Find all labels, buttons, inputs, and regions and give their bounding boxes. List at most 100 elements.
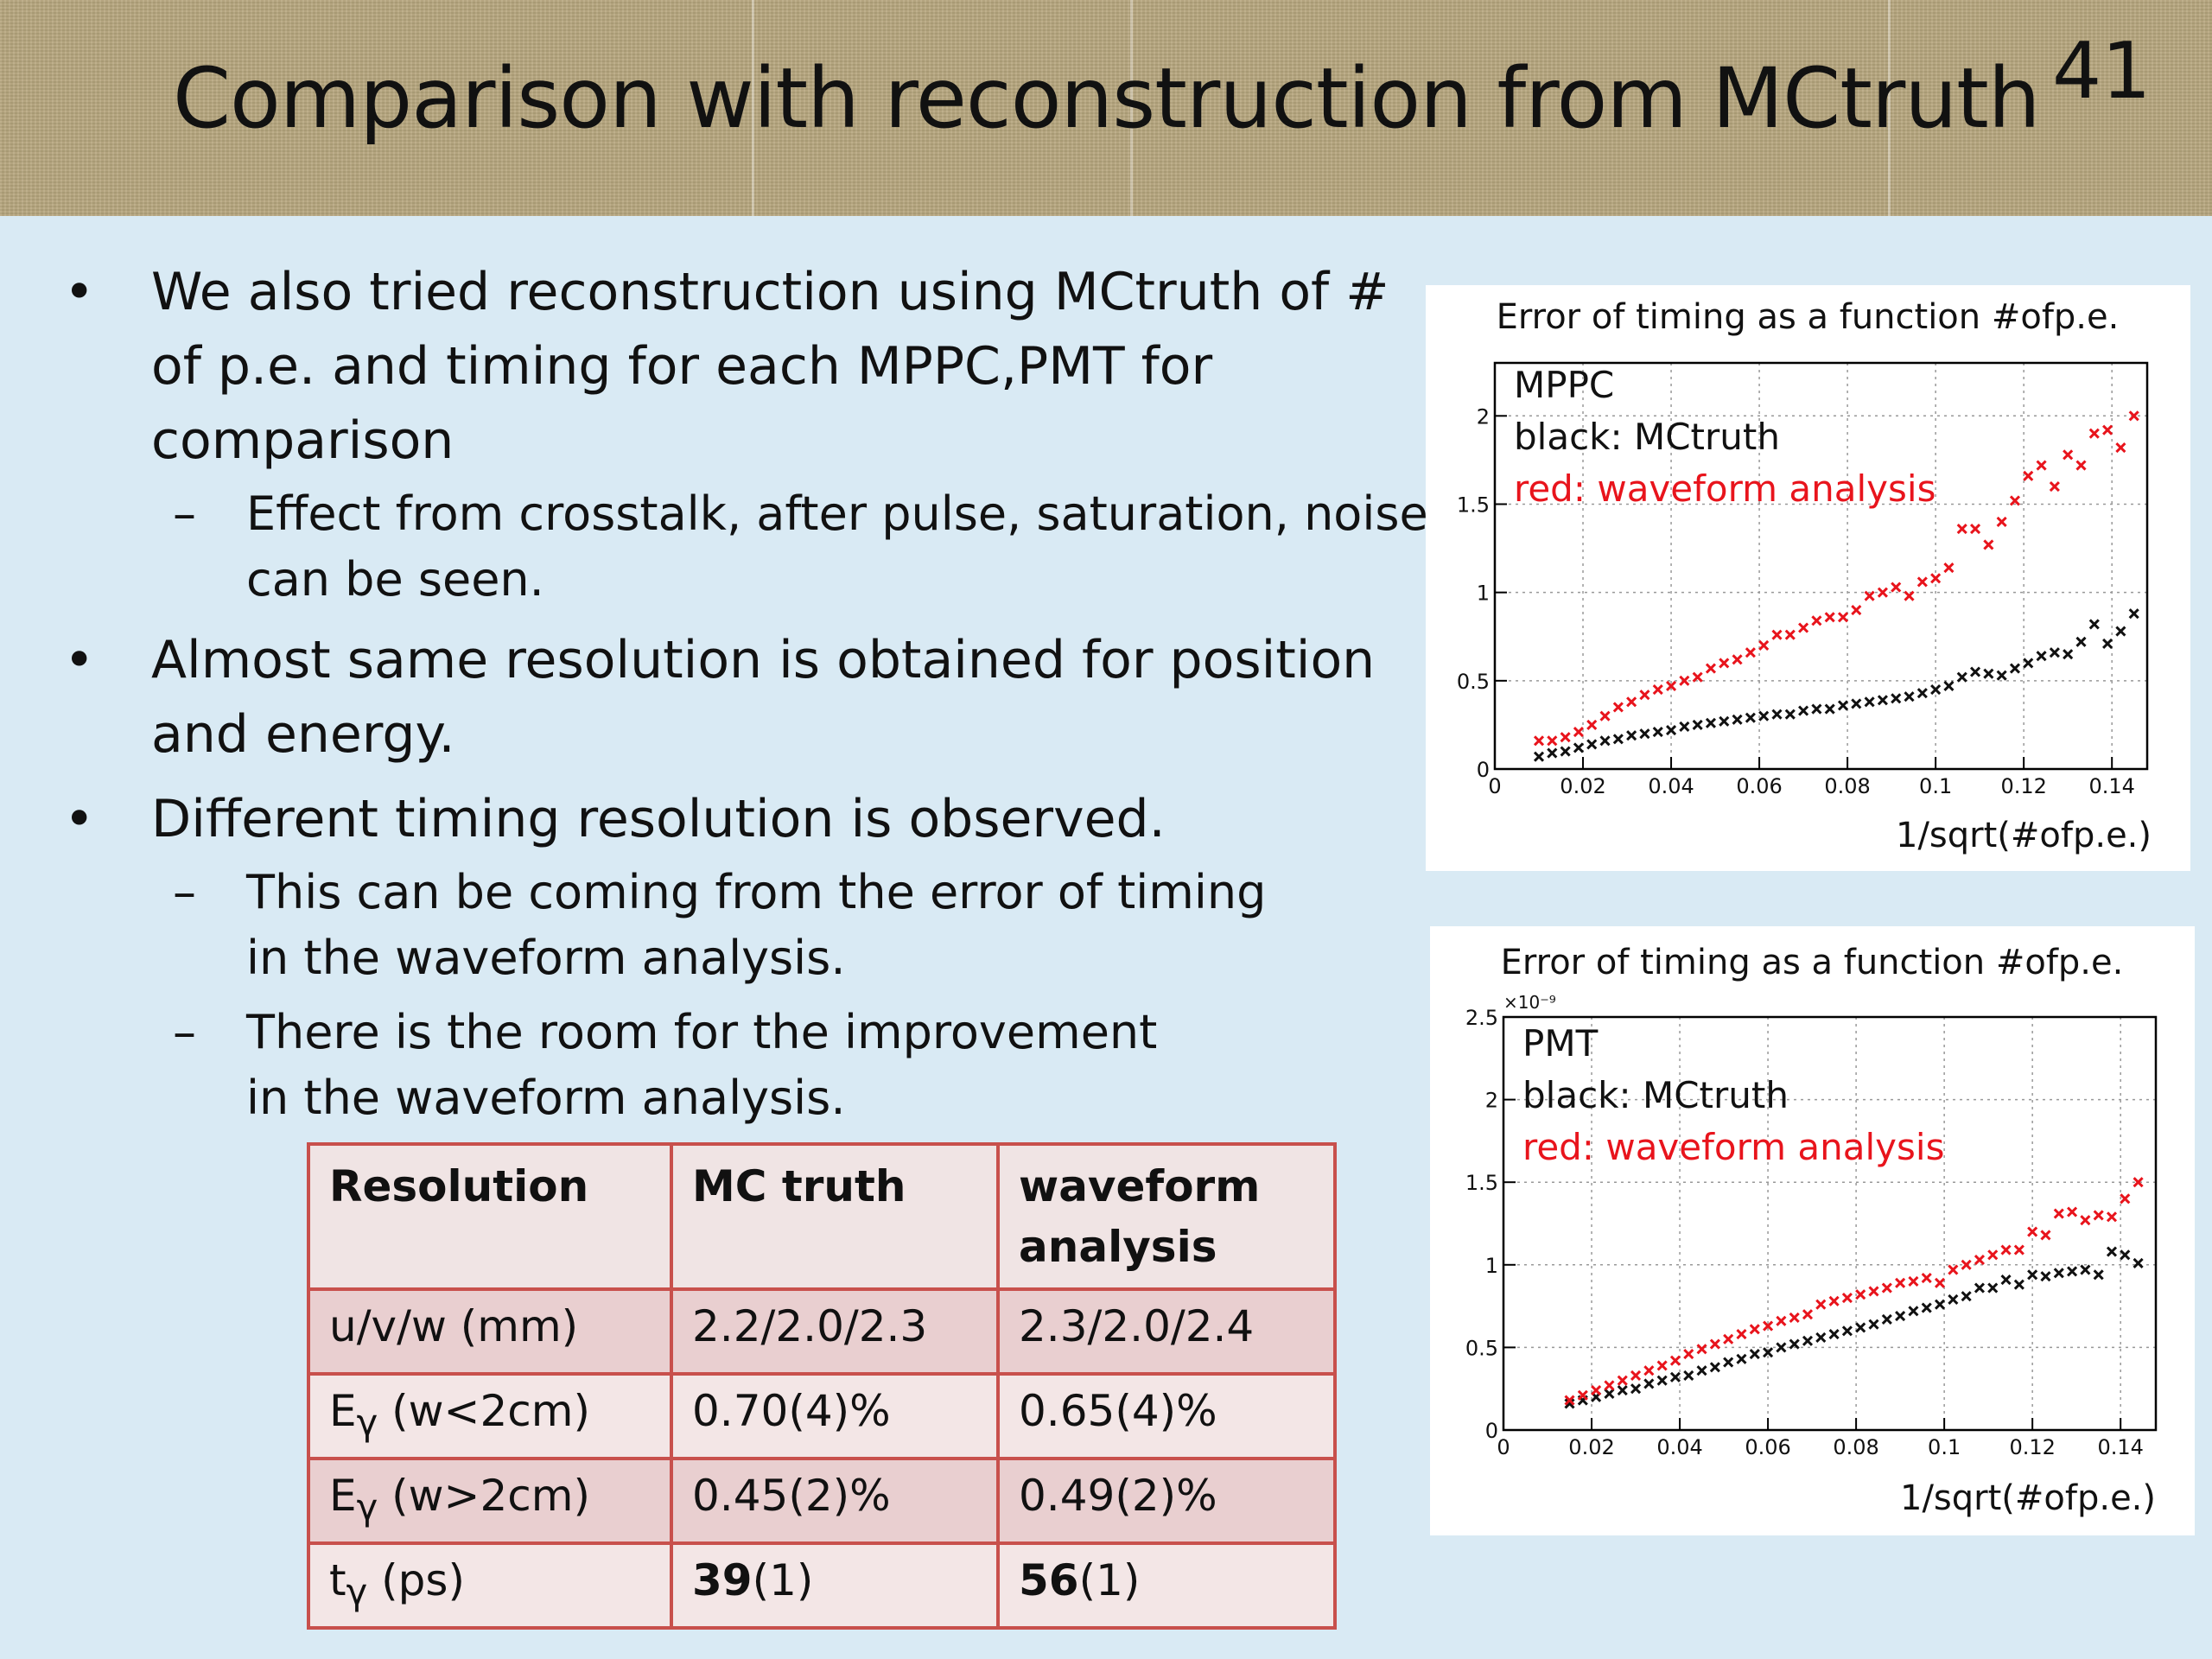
data-point (2102, 638, 2113, 649)
data-point (2093, 1210, 2104, 1221)
label-rest: (w<2cm) (378, 1386, 590, 1436)
y-tick-label: 2.5 (1465, 1006, 1498, 1030)
data-point (1679, 675, 1690, 686)
table-row: u/v/w (mm) 2.2/2.0/2.3 2.3/2.0/2.4 (307, 1287, 1337, 1376)
data-point (1745, 647, 1756, 658)
data-point (1815, 1332, 1827, 1343)
table-header-cell: Resolution (307, 1142, 673, 1291)
data-point (1916, 688, 1928, 699)
data-point (1776, 1342, 1787, 1353)
bullet-dash: – (173, 865, 196, 919)
data-point (1789, 1338, 1800, 1350)
data-point (1916, 576, 1928, 588)
sub-bullet-text: There is the room for the improvement in… (246, 1005, 1158, 1125)
data-point (1696, 1365, 1707, 1376)
data-point (1749, 1348, 1760, 1360)
data-point (1763, 1347, 1774, 1358)
header-seam (1888, 0, 1891, 216)
data-point (1560, 746, 1571, 757)
data-point (1956, 524, 1967, 535)
x-tick-label: 0.14 (2088, 774, 2134, 798)
data-point (1692, 671, 1703, 683)
data-point (1617, 1375, 1628, 1386)
data-point (1745, 712, 1756, 723)
data-point (1719, 658, 1730, 669)
data-point (2133, 1257, 2144, 1268)
bullet-item: • We also tried reconstruction using MCt… (52, 255, 1434, 478)
data-point (1943, 680, 1955, 692)
data-point (1784, 709, 1796, 720)
data-point (2040, 1271, 2051, 1282)
data-point (1665, 680, 1677, 692)
bullet-item: • Almost same resolution is obtained for… (52, 623, 1434, 772)
x-tick-label: 0.12 (2009, 1435, 2055, 1459)
symbol: t (329, 1555, 346, 1605)
data-point (2013, 1279, 2024, 1290)
data-point (1798, 622, 1809, 633)
y-tick-label: 2 (1477, 404, 1490, 429)
table-cell: 2.3/2.0/2.4 (996, 1287, 1337, 1376)
bullet-item: • Different timing resolution is observe… (52, 782, 1434, 856)
data-point (1732, 714, 1743, 725)
data-point (2023, 470, 2034, 481)
x-tick-label: 0 (1497, 1435, 1510, 1459)
sub-bullet-item: – Effect from crosstalk, after pulse, sa… (52, 481, 1434, 613)
data-point (2013, 1244, 2024, 1255)
data-point (1630, 1370, 1642, 1381)
bullet-list: • We also tried reconstruction using MCt… (52, 255, 1434, 1131)
data-point (1732, 654, 1743, 665)
data-point (1669, 1355, 1681, 1366)
x-axis-label: 1/sqrt(#ofp.e.) (1900, 1478, 2156, 1518)
data-point (1864, 696, 1875, 708)
table-cell: tγ (ps) (307, 1541, 673, 1630)
sub-bullet-text: This can be coming from the error of tim… (246, 865, 1267, 985)
data-point (1547, 735, 1558, 747)
symbol: E (329, 1386, 357, 1436)
data-point (1969, 666, 1981, 677)
data-point (2133, 1177, 2144, 1188)
data-point (2120, 1193, 2131, 1205)
data-point (1891, 693, 1902, 704)
data-point (1855, 1322, 1866, 1333)
y-tick-label: 0 (1485, 1419, 1498, 1443)
value-rest: (1) (1078, 1555, 1141, 1605)
data-point (1877, 695, 1888, 706)
bullet-dot: • (64, 262, 95, 322)
data-point (1881, 1282, 1892, 1294)
data-point (1643, 1378, 1655, 1389)
data-point (2067, 1266, 2078, 1277)
data-point (1891, 582, 1902, 593)
data-point (1736, 1353, 1747, 1364)
data-point (1612, 702, 1624, 713)
x-tick-label: 0 (1488, 774, 1501, 798)
data-point (1683, 1370, 1694, 1381)
data-point (1533, 735, 1545, 747)
value-rest: (1) (752, 1555, 814, 1605)
data-point (1948, 1264, 1959, 1275)
table-cell: 0.45(2)% (670, 1457, 1000, 1545)
data-point (1868, 1319, 1879, 1330)
data-point (2080, 1215, 2091, 1226)
data-point (1705, 717, 1717, 728)
data-point (1798, 705, 1809, 716)
table-cell: 0.65(4)% (996, 1372, 1337, 1460)
data-point (1586, 739, 1598, 750)
data-point (1934, 1299, 1946, 1310)
data-point (1824, 612, 1835, 623)
data-point (1758, 710, 1770, 721)
data-point (1652, 727, 1663, 738)
data-point (1895, 1311, 1906, 1322)
data-point (2115, 442, 2126, 454)
data-point (1851, 698, 1862, 709)
data-point (1719, 715, 1730, 727)
y-tick-label: 2 (1485, 1089, 1498, 1113)
data-point (1855, 1289, 1866, 1300)
label-rest: (ps) (367, 1555, 465, 1605)
subscript: γ (346, 1571, 368, 1613)
chart-panel-pmt: Error of timing as a function #ofp.e. 0 0.… (1430, 926, 2195, 1535)
data-point (1996, 670, 2007, 681)
data-point (2120, 1249, 2131, 1261)
data-point (2088, 619, 2100, 630)
bullet-dot: • (64, 630, 95, 690)
data-point (1573, 727, 1584, 738)
